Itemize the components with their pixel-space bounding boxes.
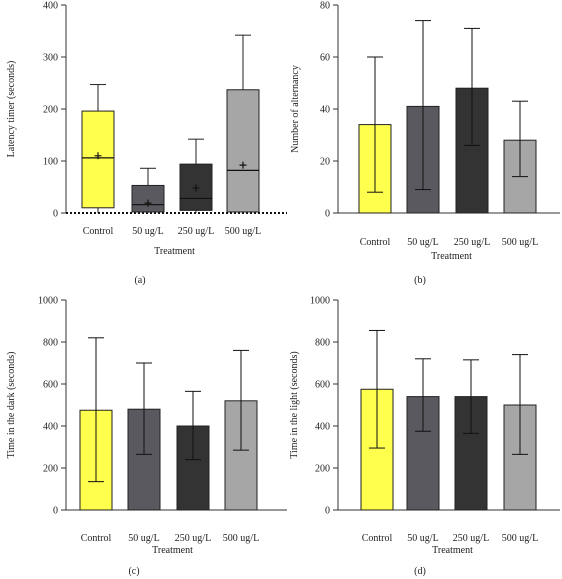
x-axis-label: Treatment (431, 251, 472, 262)
x-tick-label: 50 ug/L (407, 533, 438, 544)
box-mean-marker (239, 161, 247, 169)
x-axis-label: Treatment (432, 545, 473, 556)
y-tick-label: 0 (53, 506, 58, 517)
panel-caption: (a) (134, 275, 145, 286)
y-tick-label: 0 (325, 506, 330, 517)
x-tick-label: Control (360, 237, 391, 248)
chart-panel-4: 0 200 400 600 800 1000 Time in the light (seco… (289, 296, 560, 577)
box-mean-marker (94, 152, 102, 160)
y-tick-label: 300 (43, 53, 58, 64)
x-tick-label: 50 ug/L (407, 237, 438, 248)
y-tick-label: 0 (53, 209, 58, 220)
y-axis-label: Time in the light (seconds) (289, 351, 300, 458)
y-tick-label: 40 (320, 105, 330, 116)
chart-panel-2: 0 20 40 60 80 Number of alternancy Control 50 u… (290, 1, 560, 286)
y-tick-label: 800 (43, 338, 58, 349)
x-tick-label: 50 ug/L (132, 226, 163, 237)
x-tick-label: 500 ug/L (225, 226, 261, 237)
y-tick-label: 1000 (38, 296, 58, 307)
y-tick-label: 400 (315, 422, 330, 433)
y-axis-label: Latency timer (seconds) (6, 61, 17, 158)
x-tick-label: 500 ug/L (502, 533, 538, 544)
y-tick-label: 200 (315, 464, 330, 475)
y-axis-label: Number of alternancy (290, 65, 301, 153)
x-axis-label: Treatment (154, 246, 195, 257)
x-tick-label: 500 ug/L (502, 237, 538, 248)
box-rect (226, 89, 260, 213)
y-tick-label: 200 (43, 464, 58, 475)
box-rect (81, 110, 115, 209)
x-tick-label: 250 ug/L (453, 533, 489, 544)
x-tick-label: 50 ug/L (128, 533, 159, 544)
x-tick-label: 250 ug/L (178, 226, 214, 237)
y-tick-label: 60 (320, 53, 330, 64)
x-tick-label: 250 ug/L (454, 237, 490, 248)
y-tick-label: 0 (325, 209, 330, 220)
box-mean-marker (144, 199, 152, 207)
y-tick-label: 600 (315, 380, 330, 391)
chart-panel-1: 0 100 200 300 400 Latency timer (seconds) Cont… (6, 1, 287, 286)
box-rect (131, 184, 165, 213)
y-tick-label: 100 (43, 157, 58, 168)
y-tick-label: 400 (43, 1, 58, 12)
box-mean-marker (192, 184, 200, 192)
y-tick-label: 1000 (310, 296, 330, 307)
panel-caption: (d) (414, 566, 426, 577)
x-tick-label: 500 ug/L (223, 533, 259, 544)
y-tick-label: 400 (43, 422, 58, 433)
y-tick-label: 200 (43, 105, 58, 116)
panel-caption: (c) (128, 566, 139, 577)
x-tick-label: 250 ug/L (175, 533, 211, 544)
y-tick-label: 800 (315, 338, 330, 349)
x-axis-label: Treatment (152, 545, 193, 556)
y-axis-label: Time in the dark (seconds) (6, 352, 17, 459)
y-tick-label: 80 (320, 1, 330, 12)
x-tick-label: Control (83, 226, 114, 237)
x-tick-label: Control (362, 533, 393, 544)
y-tick-label: 20 (320, 157, 330, 168)
panel-caption: (b) (414, 275, 426, 286)
x-tick-label: Control (81, 533, 112, 544)
y-tick-label: 600 (43, 380, 58, 391)
chart-panel-3: 0 200 400 600 800 1000 Time in the dark (secon… (6, 296, 287, 577)
